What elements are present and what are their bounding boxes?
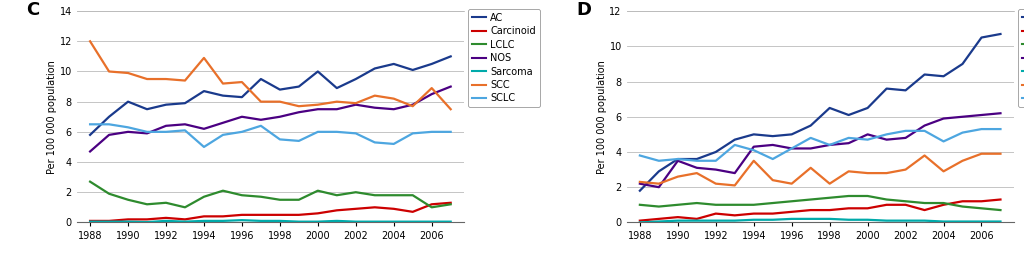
Text: C: C bbox=[27, 1, 40, 19]
Y-axis label: Per 100 000 population: Per 100 000 population bbox=[47, 60, 56, 174]
Y-axis label: Per 100 000 population: Per 100 000 population bbox=[597, 60, 606, 174]
Text: D: D bbox=[577, 1, 591, 19]
Legend: AC, Carcinoid, LCLC, NOS, Sarcoma, SCC, SCLC: AC, Carcinoid, LCLC, NOS, Sarcoma, SCC, … bbox=[468, 9, 540, 107]
Legend: AC, Carcinoid, LCLC, NOS, Sarcoma, SCC, SCLC: AC, Carcinoid, LCLC, NOS, Sarcoma, SCC, … bbox=[1018, 9, 1024, 107]
